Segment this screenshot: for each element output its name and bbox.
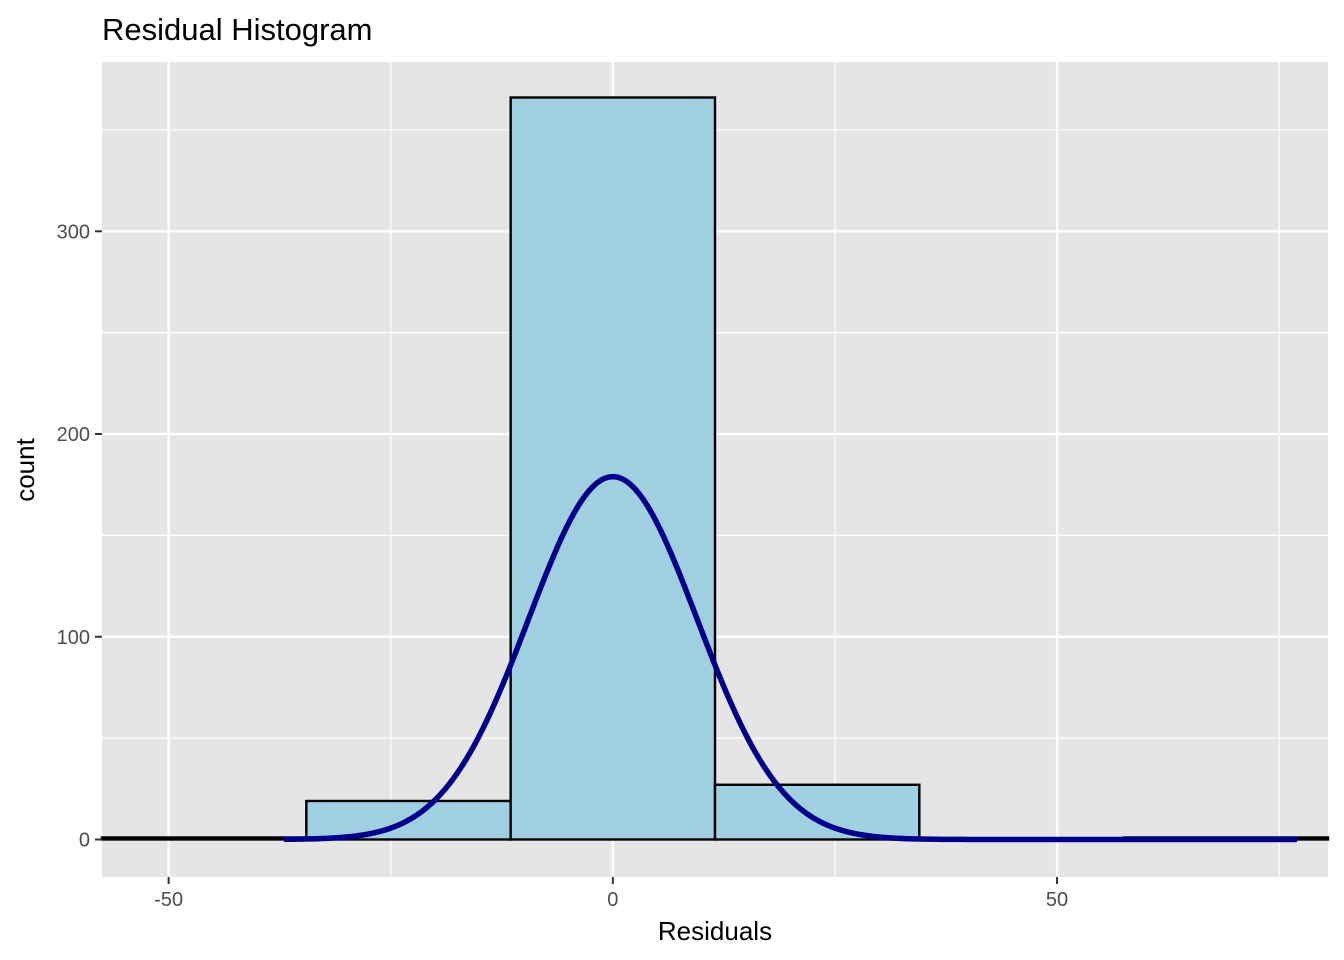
x-tick-label: 0: [607, 889, 618, 911]
x-axis: -50 0 50: [154, 877, 1068, 911]
y-tick-label: 300: [57, 221, 90, 243]
chart-title: Residual Histogram: [102, 12, 373, 47]
histogram-bars: [100, 96, 1330, 841]
y-tick-label: 200: [57, 424, 90, 446]
y-axis: 0 100 200 300: [57, 221, 102, 851]
x-tick-label: 50: [1046, 889, 1068, 911]
x-axis-title: Residuals: [658, 916, 772, 946]
y-tick-label: 100: [57, 627, 90, 649]
histogram-bar: [509, 96, 717, 841]
y-axis-title: count: [10, 437, 40, 501]
x-tick-label: -50: [154, 889, 183, 911]
histogram-bar: [713, 783, 921, 841]
histogram-bar: [100, 836, 308, 841]
y-tick-label: 0: [79, 829, 90, 851]
density-curve: [284, 473, 1297, 843]
